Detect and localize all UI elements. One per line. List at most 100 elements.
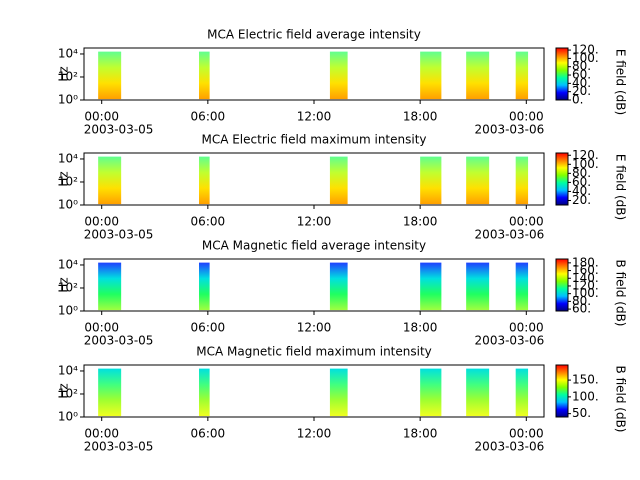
x-tick-label: 12:00 [297,321,332,335]
colorbar-tick-label: 120. [572,278,599,292]
x-tick-label: 12:00 [297,110,332,124]
spectrogram-block [329,262,348,311]
y-axis-label: Hz [57,66,71,81]
x-tick-label: 12:00 [297,427,332,441]
x-tick-label: 00:00 [509,321,544,335]
colorbar-tick-label: 60. [572,302,591,316]
x-tick-label: 12:00 [297,215,332,229]
y-tick-label: 10² [58,174,78,188]
x-tick-label: 18:00 [403,215,438,229]
colorbar-tick-label: 100. [572,51,599,65]
spectrogram-block [329,156,348,205]
colorbar-tick-label: 100. [572,389,599,403]
spectrogram-block [98,51,122,100]
date-label: 2003-03-06 [475,440,545,454]
spectrogram-block [466,156,490,205]
panel-title: MCA Magnetic field average intensity [202,239,426,253]
x-tick-label: 00:00 [509,215,544,229]
panel-title: MCA Electric field maximum intensity [201,133,426,147]
colorbar-tick-label: 20. [572,193,591,207]
spectrogram-block [98,262,122,311]
spectrogram-block [199,262,210,311]
x-tick-label: 18:00 [403,321,438,335]
colorbar [555,152,569,206]
y-axis-label: Hz [57,277,71,292]
colorbar [555,47,569,101]
y-tick-label: 10² [58,386,78,400]
date-label: 2003-03-06 [475,123,545,137]
spectrogram-block [199,368,210,417]
colorbar-tick-label: 60. [572,68,591,82]
colorbar-tick-label: 40. [572,76,591,90]
colorbar-tick-label: 120. [572,43,599,57]
colorbar-tick-label: 140. [572,271,599,285]
x-tick-label: 00:00 [84,427,119,441]
colorbar-tick-label: 20. [572,84,591,98]
colorbar-label: E field (dB) [614,49,628,115]
y-tick-label: 10² [58,280,78,294]
spectrogram-block [420,51,442,100]
date-label: 2003-03-05 [84,334,154,348]
spectrogram-block [420,262,442,311]
colorbar-tick-label: 150. [572,373,599,387]
spectrogram-block [98,368,122,417]
colorbar-tick-label: 0. [572,93,583,107]
y-tick-label: 10⁰ [58,304,78,318]
spectrogram-block [466,51,490,100]
x-tick-label: 06:00 [191,321,226,335]
y-axis-label: Hz [57,171,71,186]
y-tick-label: 10⁰ [58,93,78,107]
colorbar-tick-label: 100. [572,286,599,300]
x-tick-label: 06:00 [191,427,226,441]
y-tick-label: 10⁴ [58,151,78,165]
x-tick-label: 06:00 [191,215,226,229]
spectrogram-block [199,51,210,100]
panel-title: MCA Electric field average intensity [207,28,421,42]
colorbar-tick-label: 60. [572,175,591,189]
date-label: 2003-03-05 [84,228,154,242]
colorbar-tick-label: 40. [572,184,591,198]
spectrogram-block [466,262,490,311]
colorbar-tick-label: 80. [572,166,591,180]
x-tick-label: 00:00 [509,427,544,441]
x-tick-label: 06:00 [191,110,226,124]
date-label: 2003-03-05 [84,123,154,137]
colorbar-tick-label: 80. [572,294,591,308]
colorbar-tick-label: 160. [572,263,599,277]
colorbar-label: E field (dB) [614,154,628,220]
y-axis-label: Hz [57,383,71,398]
y-tick-label: 10² [58,69,78,83]
y-tick-label: 10⁴ [58,46,78,60]
spectrogram-block [420,156,442,205]
colorbar-tick-label: 120. [572,148,599,162]
spectrogram-block [199,156,210,205]
x-tick-label: 00:00 [84,215,119,229]
spectrogram-block [515,368,529,417]
spectrogram-block [420,368,442,417]
y-tick-label: 10⁰ [58,410,78,424]
colorbar-tick-label: 80. [572,59,591,73]
x-tick-label: 00:00 [84,321,119,335]
colorbar [555,364,569,418]
spectrogram-block [515,156,529,205]
x-tick-label: 00:00 [84,110,119,124]
y-tick-label: 10⁴ [58,257,78,271]
x-tick-label: 18:00 [403,427,438,441]
panel-title: MCA Magnetic field maximum intensity [196,345,432,359]
colorbar-tick-label: 50. [572,406,591,420]
colorbar-tick-label: 180. [572,255,599,269]
y-tick-label: 10⁰ [58,198,78,212]
spectrogram-block [329,368,348,417]
spectrogram-block [466,368,490,417]
colorbar-label: B field (dB) [614,366,628,433]
x-tick-label: 18:00 [403,110,438,124]
date-label: 2003-03-06 [475,334,545,348]
spectrogram-block [329,51,348,100]
colorbar-tick-label: 100. [572,157,599,171]
spectrogram-block [98,156,122,205]
spectrogram-block [515,262,529,311]
spectrogram-block [515,51,529,100]
date-label: 2003-03-06 [475,228,545,242]
x-tick-label: 00:00 [509,110,544,124]
